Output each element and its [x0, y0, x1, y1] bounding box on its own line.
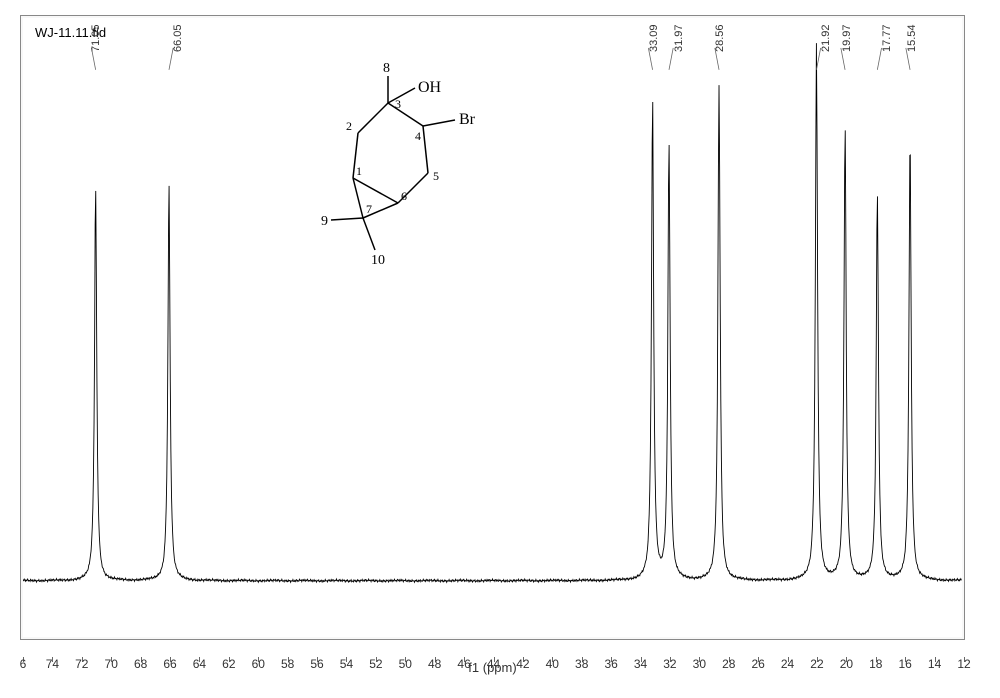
x-tick-label: 26 [751, 657, 764, 671]
peak-label: 33.09 [648, 24, 660, 52]
x-tick-label: 50 [399, 657, 412, 671]
x-tick-label: 42 [516, 657, 529, 671]
x-tick-label: 20 [840, 657, 853, 671]
x-tick-label: 48 [428, 657, 441, 671]
peak-label: 71.05 [90, 24, 102, 52]
x-tick-label: 54 [340, 657, 353, 671]
x-tick-label: 40 [546, 657, 559, 671]
x-tick-label: 74 [46, 657, 59, 671]
x-tick-label: 22 [810, 657, 823, 671]
x-tick-label: 16 [899, 657, 912, 671]
peak-label: 15.54 [906, 24, 918, 52]
x-tick-label: 64 [193, 657, 206, 671]
x-tick-label: 38 [575, 657, 588, 671]
x-tick-label: 12 [957, 657, 970, 671]
atom-label-6: 6 [401, 189, 407, 203]
x-tick-label: 18 [869, 657, 882, 671]
x-tick-label: 58 [281, 657, 294, 671]
atom-label-3: 3 [395, 97, 401, 111]
peak-label: 21.92 [820, 24, 832, 52]
x-tick-label: 32 [663, 657, 676, 671]
x-tick-label: 62 [222, 657, 235, 671]
x-tick-label: 72 [75, 657, 88, 671]
x-axis-title: f1 (ppm) [468, 660, 516, 675]
atom-label-5: 5 [433, 169, 439, 183]
x-tick-label: 70 [105, 657, 118, 671]
x-tick-label: 68 [134, 657, 147, 671]
structure-svg: 8 OH 3 2 4 Br 1 5 6 7 9 10 [303, 58, 503, 278]
atom-label-9: 9 [321, 214, 328, 229]
atom-label-1: 1 [356, 164, 362, 178]
x-tick-label: 6 [20, 657, 27, 671]
nmr-spectrum-container: WJ-11.11.fid 71.0566.0533.0931.9728.5621… [0, 0, 1000, 698]
x-tick-label: 66 [163, 657, 176, 671]
x-tick-label: 14 [928, 657, 941, 671]
x-tick-label: 52 [369, 657, 382, 671]
peak-label: 31.97 [673, 24, 685, 52]
substituent-oh: OH [418, 79, 442, 96]
x-tick-label: 24 [781, 657, 794, 671]
peak-label: 17.77 [881, 24, 893, 52]
x-tick-label: 36 [604, 657, 617, 671]
x-tick-label: 56 [310, 657, 323, 671]
plot-area: WJ-11.11.fid 71.0566.0533.0931.9728.5621… [20, 15, 965, 640]
plot-inner: WJ-11.11.fid 71.0566.0533.0931.9728.5621… [23, 18, 962, 637]
atom-label-8: 8 [383, 61, 390, 76]
molecule-structure: 8 OH 3 2 4 Br 1 5 6 7 9 10 [303, 58, 503, 278]
atom-label-7: 7 [366, 202, 372, 216]
peak-label: 28.56 [714, 24, 726, 52]
substituent-br: Br [459, 111, 476, 128]
x-tick-label: 28 [722, 657, 735, 671]
peak-label: 66.05 [172, 24, 184, 52]
x-tick-label: 30 [693, 657, 706, 671]
x-tick-label: 34 [634, 657, 647, 671]
peak-label: 19.97 [841, 24, 853, 52]
x-tick-label: 60 [252, 657, 265, 671]
atom-label-10: 10 [371, 253, 385, 268]
atom-label-4: 4 [415, 129, 421, 143]
atom-label-2: 2 [346, 119, 352, 133]
